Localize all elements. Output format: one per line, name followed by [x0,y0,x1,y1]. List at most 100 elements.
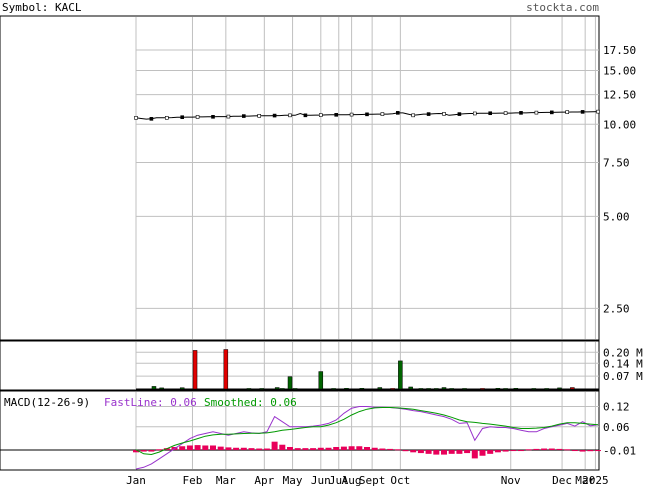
price-tick-label: 12.50 [603,89,636,102]
price-tick-label: 7.50 [603,157,630,170]
price-candle [134,116,138,120]
x-tick-label: May [283,474,303,486]
macd-histogram-bar [433,450,440,455]
price-candle [272,113,277,118]
macd-histogram-bar [202,445,209,451]
price-candle [580,110,585,114]
site-label: stockta.com [526,1,599,14]
price-candle [534,110,539,115]
price-series [134,109,600,121]
macd-histogram-bar [471,450,478,459]
macd-histogram-bar [425,450,432,454]
volume-tick-label: 0.07 M [603,370,643,383]
volume-bar [390,388,395,390]
price-tick-label: 17.50 [603,44,636,57]
macd-histogram-bar [595,450,601,452]
macd-histogram-bar [156,449,163,451]
macd-histogram-bar [248,448,255,451]
macd-tick-label: 0.12 [603,401,630,414]
price-candle [211,115,215,119]
macd-histogram-bar [533,448,540,451]
volume-tick-label: 0.20 M [603,346,643,359]
x-tick-label: Dec [552,474,572,486]
macd-histogram-bar [441,450,447,455]
price-tick-label: 5.00 [603,210,630,223]
price-candle [149,117,154,121]
x-tick-label: Mar [216,474,236,486]
price-candle [180,115,184,119]
macd-histogram-bar [287,447,293,451]
macd-histogram-bar [479,450,486,456]
macd-histogram-bar [217,446,224,451]
price-candle [334,113,339,117]
macd-histogram-bar [548,448,555,451]
x-tick-label: Oct [390,474,410,486]
volume-bar [259,388,265,390]
x-tick-label: Sept [359,474,386,486]
price-candle [426,112,431,116]
macd-histogram-bar [379,448,386,451]
x-tick-label: 2025 [582,474,609,486]
macd-histogram-bar [148,450,155,452]
macd-histogram-bar [387,448,394,451]
volume-bar [480,388,485,390]
macd-histogram-bar [417,450,424,454]
macd-histogram-bar [518,450,524,452]
macd-histogram-bar [340,446,347,451]
macd-histogram-bar [256,448,263,451]
x-tick-label: Jan [126,474,146,486]
price-candle [596,109,600,114]
macd-histogram-bar [394,449,401,451]
volume-bar [503,388,508,390]
macd-histogram-bar [456,450,463,454]
volume-bar [159,387,164,390]
macd-histogram-bar [364,447,370,451]
volume-bar [246,388,252,390]
volume-bar [331,388,336,390]
macd-histogram-bar [133,450,139,453]
volume-bar [377,387,383,390]
price-candle [288,113,292,118]
volume-bar [192,350,198,390]
price-candle [365,112,369,117]
volume-bars [136,349,599,390]
macd-histogram-bar [294,448,301,451]
macd-histogram-bar [263,448,270,451]
volume-bar [359,388,365,390]
x-tick-label: Apr [254,474,274,486]
price-candle [303,113,308,118]
volume-bar [449,388,454,390]
macd-histogram-bar [556,448,563,451]
x-tick-label: Aug [342,474,362,486]
price-candle [488,111,493,116]
volume-bar [544,388,549,390]
macd-histogram-bar [502,450,509,452]
volume-panel [0,340,600,391]
x-tick-label: Nov [501,474,521,486]
macd-histogram-bar [579,450,586,452]
price-candle [395,111,400,115]
volume-bar [223,349,229,390]
price-candle [242,114,246,118]
price-candle [457,112,462,116]
volume-bar [280,388,285,390]
price-candle [165,116,169,120]
volume-bar [441,387,447,390]
volume-bar [344,388,349,390]
macd-series [0,406,601,470]
macd-tick-label: -0.01 [603,444,636,457]
volume-bar [426,388,431,390]
macd-histogram-bar [541,448,548,451]
macd-tick-label: 0.06 [603,421,630,434]
price-panel [0,15,600,341]
macd-histogram-bar [564,449,571,451]
price-tick-label: 2.50 [603,302,630,315]
volume-bar [179,387,185,390]
volume-bar [274,387,280,390]
macd-histogram-bar [186,445,193,451]
volume-bar [418,388,424,390]
price-candle [226,114,231,119]
price-candle [257,114,262,118]
price-tick-label: 15.00 [603,64,636,77]
